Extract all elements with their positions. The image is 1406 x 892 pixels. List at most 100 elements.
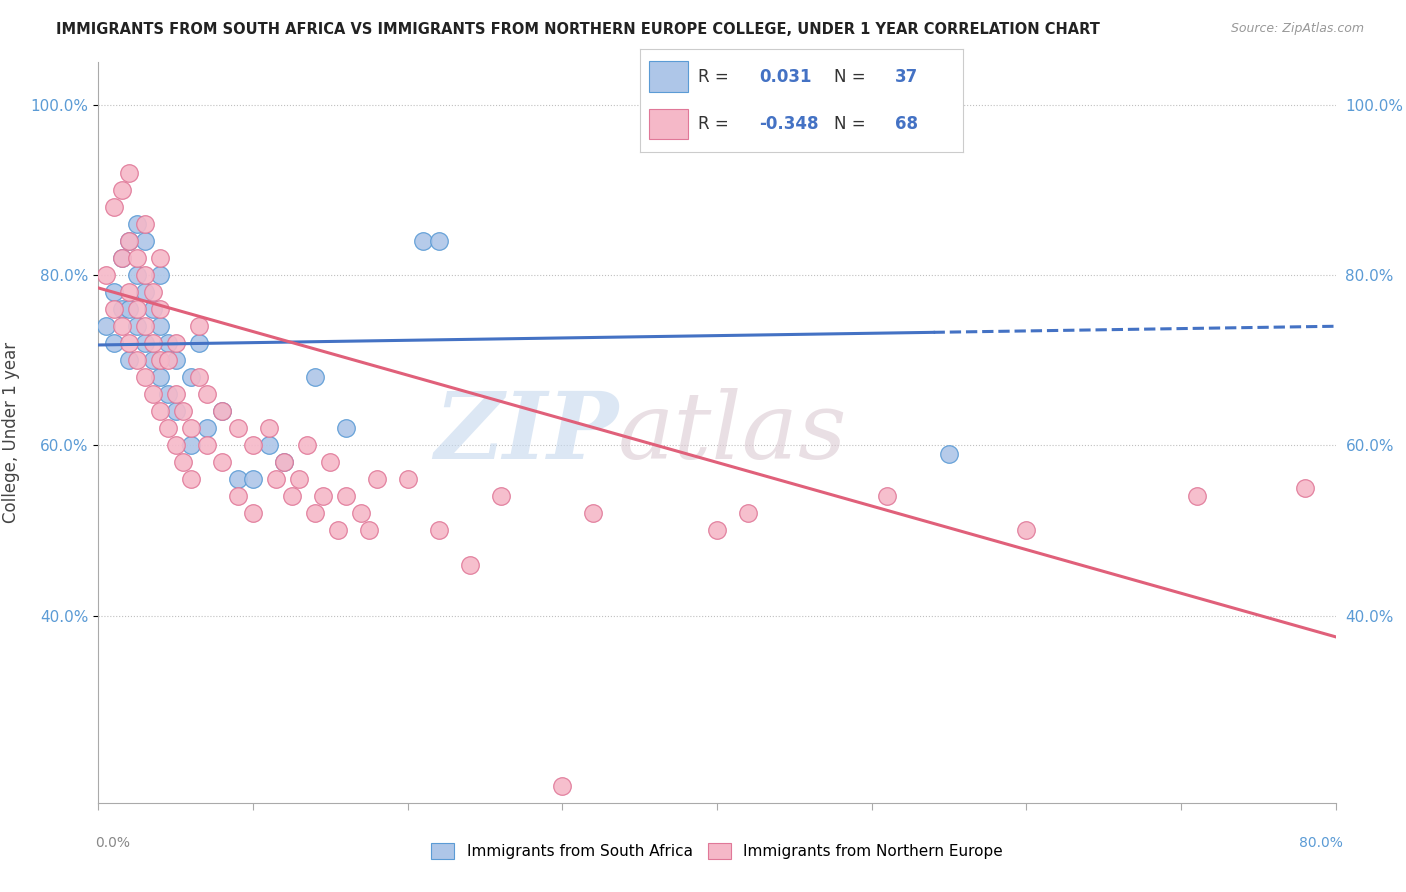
Point bbox=[304, 370, 326, 384]
Point bbox=[211, 404, 233, 418]
Point bbox=[281, 490, 304, 504]
Point bbox=[118, 285, 141, 300]
Point bbox=[273, 455, 295, 469]
Point bbox=[242, 472, 264, 486]
Point bbox=[195, 421, 218, 435]
Point bbox=[335, 490, 357, 504]
Text: ZIP: ZIP bbox=[434, 388, 619, 477]
Point bbox=[304, 507, 326, 521]
Text: N =: N = bbox=[834, 68, 870, 86]
Point bbox=[264, 472, 288, 486]
Point bbox=[127, 251, 149, 265]
Point bbox=[180, 438, 202, 452]
Point bbox=[288, 472, 311, 486]
Point bbox=[357, 524, 380, 538]
Point bbox=[157, 387, 180, 401]
Point bbox=[188, 319, 211, 334]
Point bbox=[297, 438, 319, 452]
Point bbox=[157, 421, 180, 435]
Point bbox=[141, 353, 165, 368]
Point bbox=[165, 404, 187, 418]
Point bbox=[118, 234, 141, 248]
Point bbox=[551, 779, 574, 793]
Point bbox=[188, 336, 211, 351]
Point bbox=[149, 251, 172, 265]
Point bbox=[165, 438, 187, 452]
Point bbox=[312, 490, 335, 504]
Point bbox=[335, 421, 357, 435]
Point bbox=[876, 490, 898, 504]
Point bbox=[141, 285, 165, 300]
Point bbox=[188, 370, 211, 384]
Point bbox=[141, 336, 165, 351]
Text: R =: R = bbox=[697, 68, 734, 86]
Point bbox=[127, 319, 149, 334]
Point bbox=[180, 370, 202, 384]
Point bbox=[180, 472, 202, 486]
Point bbox=[172, 404, 194, 418]
Point bbox=[165, 336, 187, 351]
Point bbox=[134, 234, 156, 248]
Point bbox=[257, 421, 280, 435]
Point bbox=[127, 302, 149, 317]
Text: R =: R = bbox=[697, 115, 734, 133]
Point bbox=[226, 421, 249, 435]
Point bbox=[489, 490, 512, 504]
Point bbox=[134, 319, 156, 334]
Point bbox=[582, 507, 605, 521]
Point bbox=[242, 438, 264, 452]
Text: 80.0%: 80.0% bbox=[1299, 836, 1343, 850]
Point bbox=[211, 404, 233, 418]
Legend: Immigrants from South Africa, Immigrants from Northern Europe: Immigrants from South Africa, Immigrants… bbox=[425, 838, 1010, 865]
Point bbox=[427, 524, 450, 538]
Point bbox=[118, 353, 141, 368]
Point bbox=[1185, 490, 1208, 504]
Point bbox=[118, 166, 141, 180]
Point bbox=[127, 217, 149, 231]
Point bbox=[172, 455, 194, 469]
Text: IMMIGRANTS FROM SOUTH AFRICA VS IMMIGRANTS FROM NORTHERN EUROPE COLLEGE, UNDER 1: IMMIGRANTS FROM SOUTH AFRICA VS IMMIGRAN… bbox=[56, 22, 1099, 37]
Text: N =: N = bbox=[834, 115, 870, 133]
Point bbox=[149, 302, 172, 317]
Text: 68: 68 bbox=[896, 115, 918, 133]
Y-axis label: College, Under 1 year: College, Under 1 year bbox=[1, 342, 20, 524]
Bar bbox=[650, 62, 689, 92]
Point bbox=[396, 472, 419, 486]
Point bbox=[226, 472, 249, 486]
Text: 0.031: 0.031 bbox=[759, 68, 811, 86]
Point bbox=[149, 353, 172, 368]
Point bbox=[111, 251, 132, 265]
Text: 0.0%: 0.0% bbox=[96, 836, 131, 850]
Point bbox=[273, 455, 295, 469]
Point bbox=[412, 234, 434, 248]
Point bbox=[134, 217, 156, 231]
Point bbox=[111, 183, 132, 197]
Text: atlas: atlas bbox=[619, 388, 848, 477]
Point bbox=[103, 200, 125, 214]
Point bbox=[350, 507, 373, 521]
Point bbox=[111, 251, 132, 265]
Point bbox=[111, 302, 132, 317]
Point bbox=[366, 472, 388, 486]
Point bbox=[1294, 481, 1316, 495]
Point bbox=[111, 319, 132, 334]
Point bbox=[96, 268, 118, 283]
Point bbox=[458, 558, 481, 572]
Point bbox=[211, 455, 233, 469]
Point bbox=[165, 353, 187, 368]
Point bbox=[103, 302, 125, 317]
Point bbox=[134, 370, 156, 384]
Point bbox=[195, 387, 218, 401]
Point bbox=[118, 302, 141, 317]
Point bbox=[149, 268, 172, 283]
Point bbox=[257, 438, 280, 452]
Point bbox=[427, 234, 450, 248]
Point bbox=[141, 387, 165, 401]
Point bbox=[118, 336, 141, 351]
Point bbox=[157, 336, 180, 351]
Point bbox=[319, 455, 342, 469]
Point bbox=[103, 336, 125, 351]
Point bbox=[165, 387, 187, 401]
Point bbox=[149, 319, 172, 334]
Point bbox=[242, 507, 264, 521]
